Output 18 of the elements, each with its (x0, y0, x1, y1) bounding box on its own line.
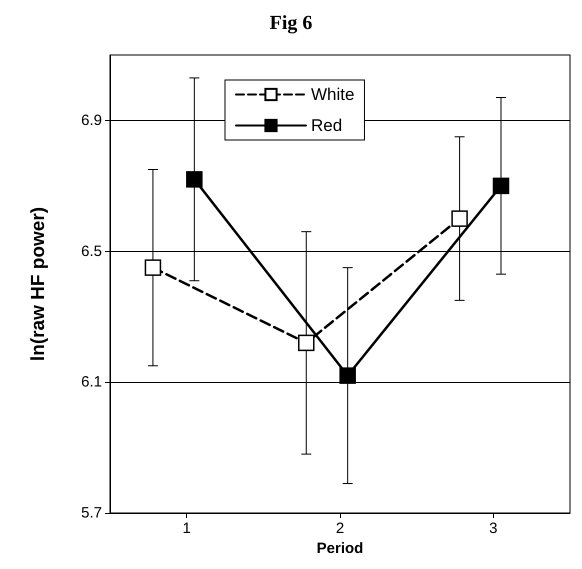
legend-label: White (311, 85, 354, 104)
point (339, 367, 356, 384)
point (144, 259, 162, 276)
x-axis-title: Period (316, 540, 364, 557)
point (186, 171, 203, 188)
chart-title: Fig 6 (270, 12, 312, 34)
x-tick-label: 1 (182, 520, 191, 537)
y-axis-title: ln(raw HF power) (28, 206, 49, 362)
legend-label: Red (311, 116, 342, 135)
x-tick-label: 3 (489, 520, 498, 537)
y-tick-label: 6.9 (81, 112, 102, 129)
y-tick-label: 6.1 (81, 374, 102, 391)
point (298, 334, 315, 352)
x-tick-label: 2 (336, 520, 344, 537)
y-tick-label: 5.7 (81, 504, 102, 522)
point (492, 178, 510, 194)
point (451, 210, 468, 227)
y-tick-label: 6.5 (81, 242, 102, 260)
